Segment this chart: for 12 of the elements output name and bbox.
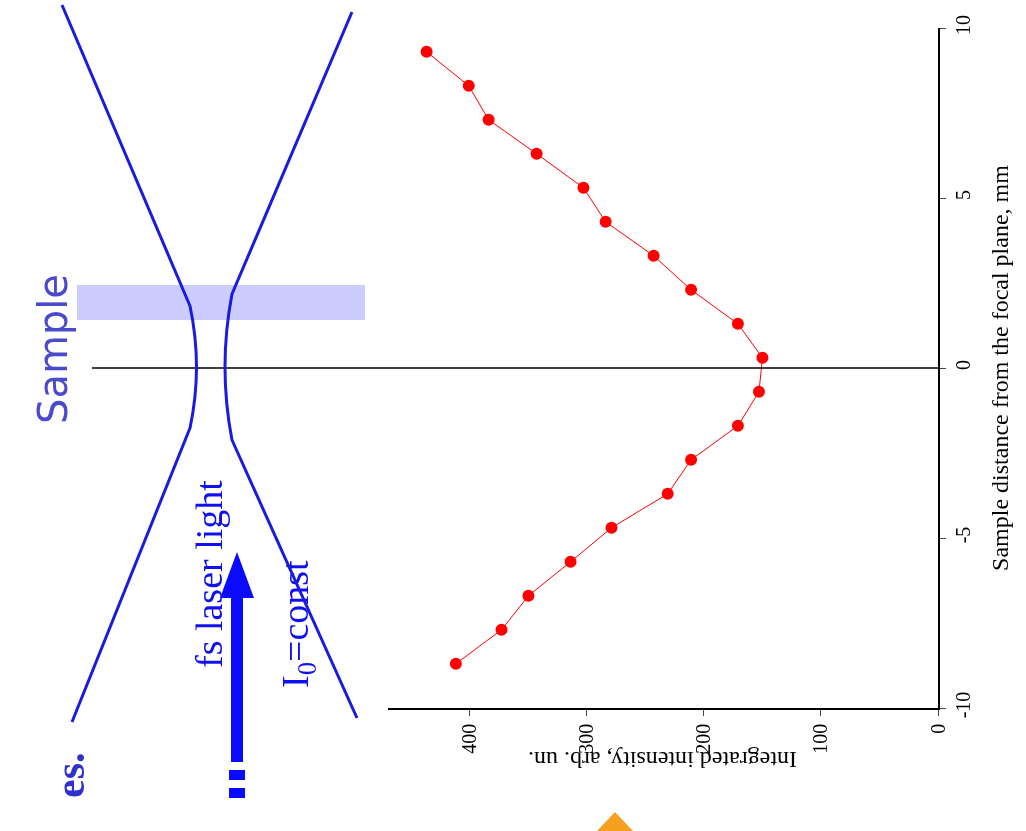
y-tick-label: -10 (951, 691, 974, 719)
text: fs laser light (188, 479, 230, 668)
y-tick-label: -5 (951, 526, 974, 544)
x-tick-label: 100 (809, 723, 832, 754)
text: es. (47, 752, 93, 798)
y-tick-label: 10 (951, 15, 974, 35)
text: Sample (30, 274, 76, 424)
x-tick-label: 400 (458, 723, 481, 754)
y-tick-label: 5 (951, 190, 974, 200)
y-tick-label: 0 (951, 360, 974, 370)
y-axis-title: Sample distance from the focal plane, mm (986, 164, 1013, 571)
x-tick-label: 0 (926, 723, 949, 734)
